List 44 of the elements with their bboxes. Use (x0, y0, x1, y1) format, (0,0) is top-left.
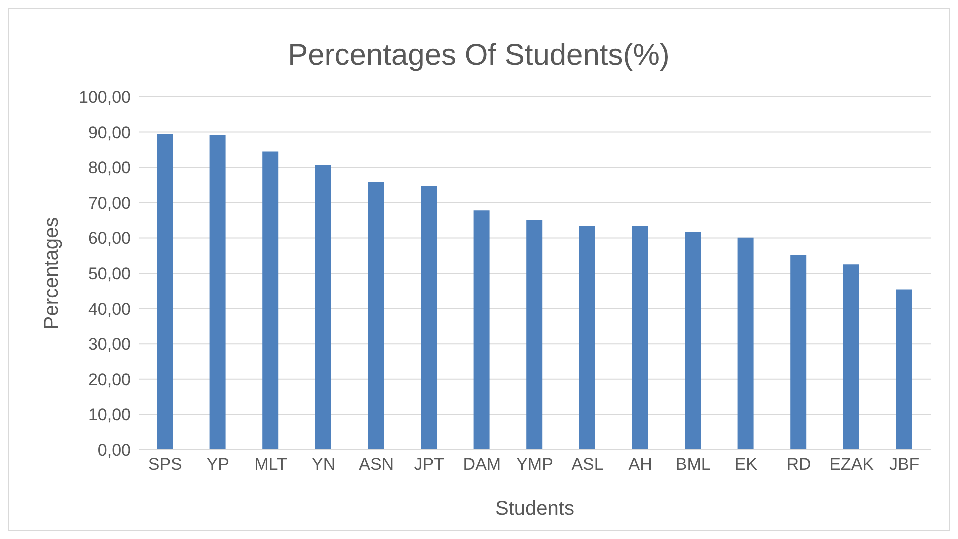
y-axis-title: Percentages (41, 217, 64, 330)
y-tick-label: 30,00 (88, 335, 131, 354)
y-tick-label: 90,00 (88, 123, 131, 142)
bar (896, 290, 912, 450)
x-tick-label: EZAK (830, 455, 875, 474)
bar (474, 210, 490, 450)
y-tick-label: 10,00 (88, 406, 131, 425)
x-tick-label: ASL (572, 455, 604, 474)
chart-title: Percentages Of Students(%) (287, 39, 671, 74)
x-tick-label: EK (734, 455, 758, 474)
y-tick-label: 0,00 (98, 441, 131, 460)
bar (368, 182, 384, 450)
x-tick-label: MLT (254, 455, 288, 474)
bar (685, 232, 701, 450)
x-tick-label: JPT (414, 455, 445, 474)
bar (790, 255, 807, 450)
x-tick-label: DAM (463, 455, 502, 474)
bar (421, 186, 437, 450)
y-tick-label: 50,00 (88, 264, 131, 284)
bar (738, 238, 754, 450)
x-tick-label: YMP (516, 455, 554, 474)
x-axis-title: Students (496, 498, 574, 520)
x-tick-label: RD (786, 455, 812, 474)
x-tick-label: ASN (359, 455, 394, 474)
bar (157, 134, 173, 450)
bar (843, 264, 860, 450)
bar (210, 135, 226, 450)
y-tick-label: 100,00 (79, 88, 131, 108)
x-tick-label: YN (312, 455, 336, 474)
x-tick-label: SPS (148, 455, 182, 474)
y-tick-label: 80,00 (88, 158, 131, 178)
x-tick-label: AH (628, 455, 652, 474)
x-tick-label: JBF (889, 455, 920, 474)
bar (579, 226, 596, 450)
y-tick-label: 20,00 (88, 370, 131, 390)
bar (632, 226, 648, 450)
y-tick-label: 60,00 (88, 229, 131, 248)
bar (262, 152, 279, 450)
bar (315, 165, 332, 450)
bar (526, 220, 543, 450)
y-tick-label: 70,00 (88, 194, 131, 213)
x-tick-label: BML (676, 455, 711, 474)
x-tick-label: YP (206, 455, 230, 474)
y-tick-label: 40,00 (88, 300, 131, 319)
